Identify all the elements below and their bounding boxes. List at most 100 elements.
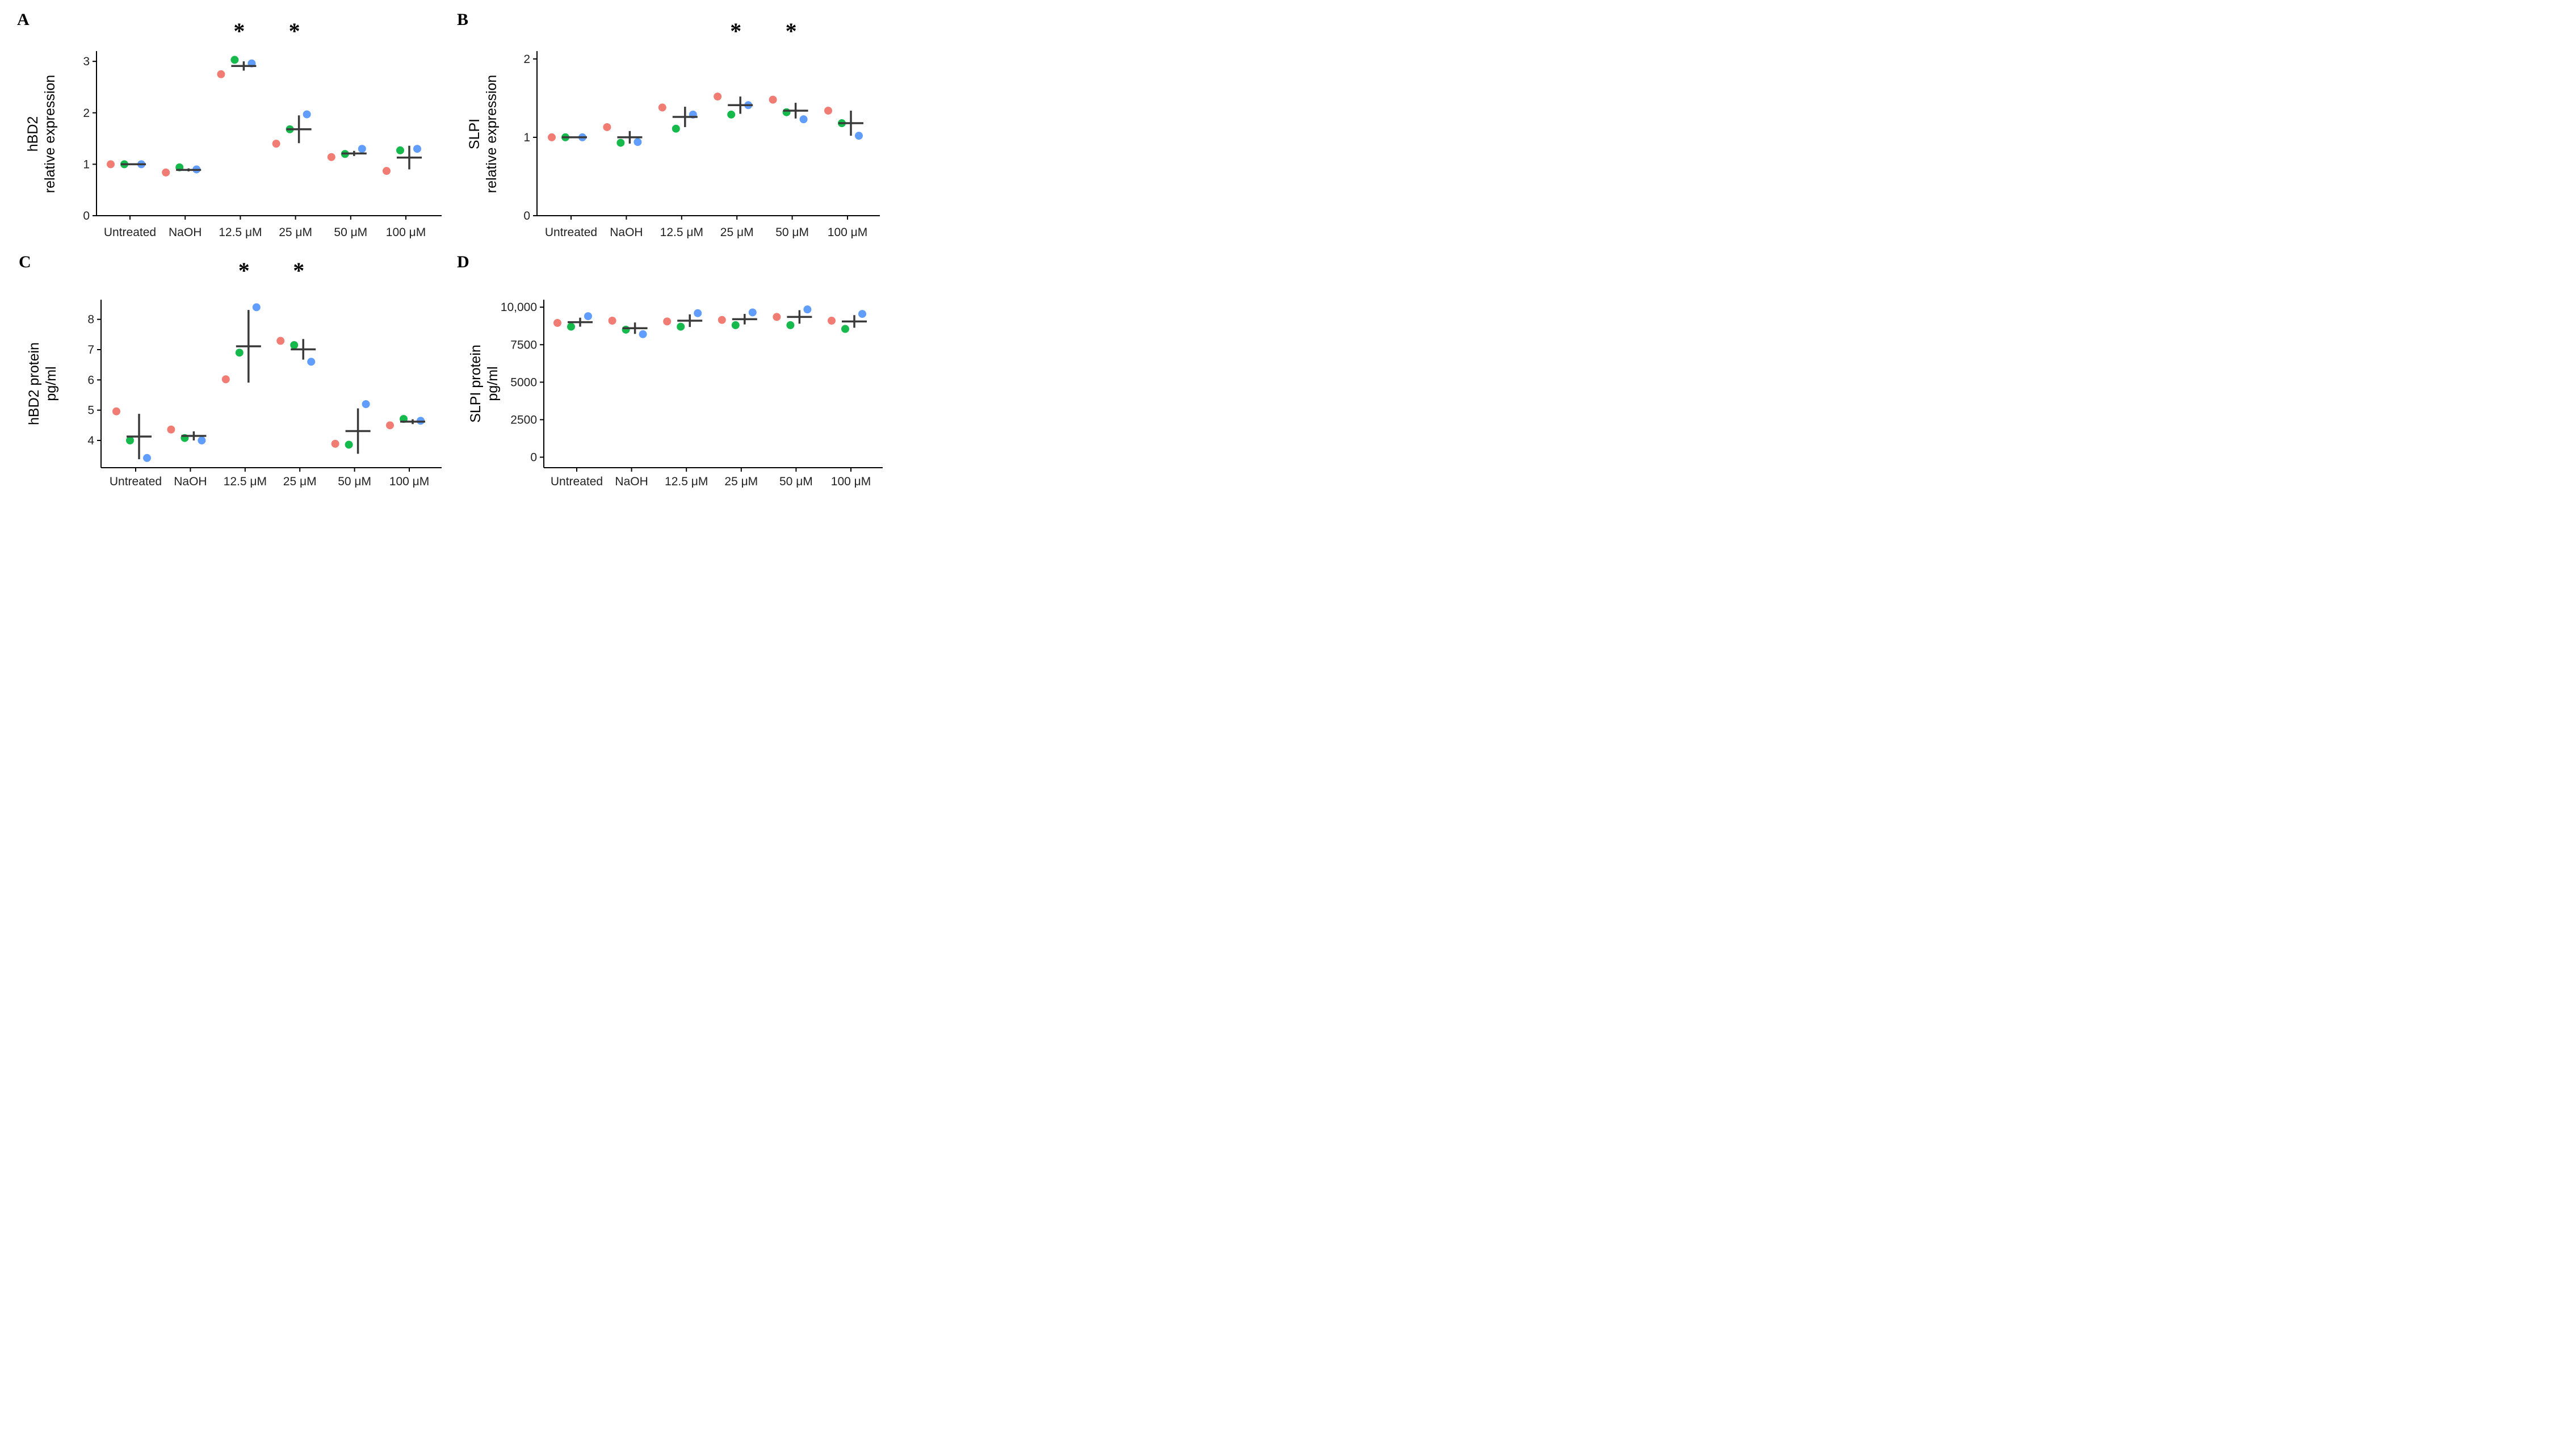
- panel-b-x-tick-label: 25 μM: [720, 226, 754, 239]
- panel-b-point-donor2: [782, 108, 791, 116]
- panel-a-x-tick-label: 50 μM: [334, 226, 367, 239]
- panel-c-point-donor3: [307, 358, 316, 366]
- panel-c-point-donor3: [252, 303, 261, 312]
- panel-a-point-donor1: [162, 168, 170, 177]
- panel-b-x-tick-label: 100 μM: [828, 226, 867, 239]
- panel-d-point-donor3: [858, 310, 866, 318]
- panel-b-point-donor1: [769, 95, 777, 104]
- panel-a-x-tick-label: 25 μM: [279, 226, 312, 239]
- panel-b-y-axis-title: SLPIrelative expression: [467, 75, 500, 193]
- panel-d-y-tick-label: 10,000: [501, 301, 537, 314]
- panel-d-point-donor1: [608, 317, 616, 325]
- panel-c-significance-star: *: [238, 258, 250, 283]
- panel-c-x-tick-label: NaOH: [174, 475, 207, 488]
- panel-d-x-tick-label: 50 μM: [779, 475, 813, 488]
- panel-c-point-donor2: [126, 436, 134, 444]
- panel-a-y-axis-title-line: relative expression: [42, 75, 58, 193]
- panel-a-letter: A: [17, 10, 30, 29]
- panel-d-point-donor2: [677, 322, 685, 331]
- panel-b-letter: B: [457, 10, 468, 29]
- panel-d-point-donor1: [663, 317, 672, 326]
- panel-c-point-donor1: [112, 407, 120, 415]
- panel-d-point-donor1: [718, 316, 726, 324]
- panel-c-point-donor1: [221, 375, 230, 384]
- panel-c-y-tick-label: 6: [87, 373, 94, 387]
- panel-b-x-tick-label: Untreated: [545, 226, 597, 239]
- panel-b-x-tick-label: 12.5 μM: [660, 226, 703, 239]
- panel-c: C 4 5 6 7 8 Untreated NaOH 12.5 μM 25 μM 50 μM 100 …: [19, 253, 442, 488]
- panel-d-point-donor2: [622, 325, 630, 334]
- panel-d-x-tick-label: NaOH: [615, 475, 648, 488]
- panel-c-point-donor2: [235, 348, 244, 357]
- panel-b-y-tick-label: 0: [523, 209, 530, 222]
- panel-d-x-tick-label: 100 μM: [831, 475, 871, 488]
- panel-d-point-donor3: [803, 305, 812, 314]
- panel-a-point-donor3: [413, 145, 421, 153]
- panel-c-x-tick-label: 50 μM: [338, 475, 371, 488]
- panel-c-x-tick-label: 25 μM: [283, 475, 317, 488]
- panel-a-significance-star: *: [233, 18, 245, 44]
- panel-c-x-tick-label: Untreated: [110, 475, 162, 488]
- panel-d-y-axis-title-line: pg/ml: [485, 366, 501, 401]
- panel-d-point-donor3: [694, 309, 702, 317]
- panel-a-x-tick-label: 100 μM: [386, 226, 426, 239]
- panel-c-point-donor3: [362, 400, 370, 408]
- panel-a-y-tick-label: 2: [83, 107, 90, 120]
- panel-b-point-donor3: [633, 138, 642, 146]
- panel-b-y-tick-label: 2: [523, 53, 530, 66]
- panel-b-point-donor1: [548, 133, 556, 141]
- panel-a-significance-star: *: [289, 18, 300, 44]
- panel-d-point-donor2: [786, 321, 795, 329]
- panel-c-y-tick-label: 8: [87, 313, 94, 326]
- panel-d-x-tick-label: Untreated: [551, 475, 603, 488]
- panel-a-y-axis-title-line: hBD2: [25, 116, 41, 152]
- panel-b-point-donor1: [824, 106, 832, 115]
- panel-a-point-donor1: [327, 153, 335, 161]
- panel-c-y-axis-title: hBD2 proteinpg/ml: [26, 342, 59, 425]
- panel-d-y-tick-label: 0: [530, 451, 537, 464]
- panel-a-y-tick-label: 1: [83, 158, 90, 171]
- panel-d-point-donor3: [748, 308, 757, 317]
- panel-c-point-donor1: [386, 421, 394, 430]
- panel-a-y-tick-label: 0: [83, 209, 90, 222]
- panel-c-point-donor1: [331, 439, 339, 448]
- panel-a-y-axis-title: hBD2relative expression: [25, 75, 58, 193]
- panel-d-point-donor2: [841, 325, 849, 333]
- panel-a-x-tick-label: NaOH: [169, 226, 202, 239]
- panel-c-x-tick-label: 100 μM: [389, 475, 429, 488]
- panel-b-point-donor3: [799, 115, 808, 124]
- panel-d-point-donor3: [584, 312, 592, 321]
- panel-a-y-tick-label: 3: [83, 55, 90, 68]
- panel-b-point-donor2: [672, 124, 680, 133]
- panel-b-point-donor3: [855, 132, 863, 140]
- panel-b: B 0 1 2 Untreated NaOH 12.5 μM 25 μM 50 μM 100 μM…: [457, 10, 880, 239]
- panel-c-significance-star: *: [293, 258, 304, 283]
- panel-d-y-axis-title: SLPI proteinpg/ml: [468, 345, 501, 423]
- panel-d-point-donor1: [773, 313, 781, 321]
- panel-d: D 0 2500 5000 7500 10,000 Untreated NaOH 12.5 μM…: [457, 253, 883, 488]
- panel-a-point-donor1: [383, 167, 391, 175]
- panel-c-y-tick-label: 7: [87, 343, 94, 356]
- panel-a-x-tick-label: 12.5 μM: [219, 226, 262, 239]
- panel-c-point-donor2: [345, 440, 353, 449]
- panel-c-x-tick-label: 12.5 μM: [224, 475, 267, 488]
- panel-a: A 0 1 2 3 Untreated NaOH 12.5 μM 25 μM 50 μM 100 μ…: [17, 10, 442, 239]
- panel-d-y-tick-label: 7500: [510, 338, 537, 351]
- panel-c-point-donor3: [143, 453, 151, 462]
- panel-d-point-donor2: [567, 322, 575, 331]
- panel-b-point-donor1: [658, 103, 666, 112]
- panel-b-x-tick-label: NaOH: [610, 226, 643, 239]
- panel-c-y-tick-label: 4: [87, 434, 94, 447]
- panel-a-point-donor1: [272, 140, 280, 148]
- panel-c-letter: C: [19, 253, 31, 271]
- panel-b-point-donor1: [603, 123, 611, 131]
- panel-d-y-tick-label: 5000: [510, 376, 537, 389]
- panel-b-y-tick-label: 1: [523, 131, 530, 144]
- panel-c-point-donor1: [167, 425, 175, 434]
- panel-a-point-donor1: [217, 70, 225, 78]
- panel-a-point-donor3: [358, 145, 366, 153]
- panel-c-y-axis-title-line: hBD2 protein: [26, 342, 42, 425]
- panel-a-point-donor2: [396, 146, 404, 154]
- panel-c-point-donor2: [290, 341, 299, 349]
- panel-b-significance-star: *: [730, 18, 741, 44]
